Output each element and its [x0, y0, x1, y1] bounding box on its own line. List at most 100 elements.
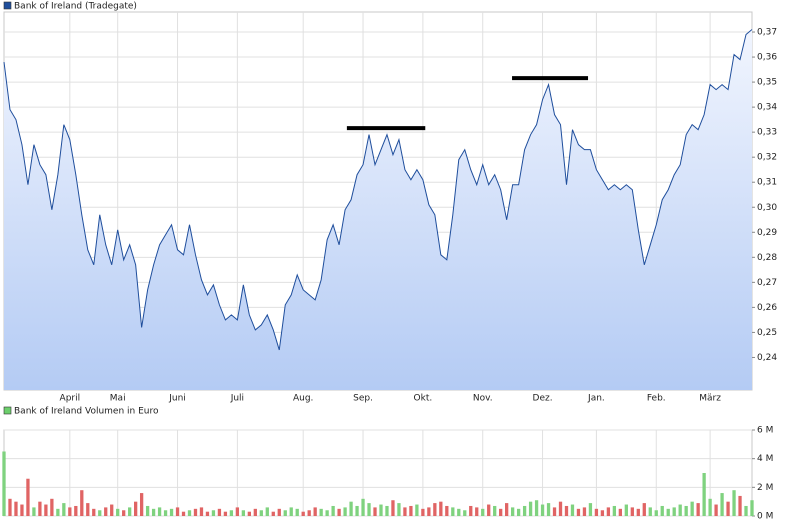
volume-bar — [2, 451, 6, 516]
volume-bar — [319, 508, 323, 516]
volume-bar — [56, 508, 60, 516]
volume-bar — [337, 508, 341, 516]
volume-bar — [32, 507, 36, 516]
y-tick-label: 6 M — [757, 426, 773, 436]
volume-bar — [199, 507, 204, 516]
volume-bar — [151, 508, 156, 516]
volume-bar — [175, 507, 180, 516]
volume-bar — [564, 505, 569, 516]
volume-bar — [421, 508, 425, 516]
volume-bar — [68, 507, 72, 516]
volume-bar — [576, 508, 581, 516]
x-tick-label: Feb. — [647, 394, 666, 404]
volume-bar — [38, 501, 42, 516]
volume-bar — [726, 501, 730, 516]
volume-bar — [325, 510, 329, 516]
volume-bar — [193, 508, 198, 516]
x-tick-label: Aug. — [293, 394, 313, 404]
volume-bar — [654, 510, 658, 516]
y-tick-label: 0 M — [757, 512, 773, 522]
volume-bar — [122, 510, 126, 516]
volume-bar — [540, 504, 545, 516]
volume-bar — [750, 500, 754, 516]
volume-bar — [732, 490, 736, 516]
volume-bar — [481, 508, 485, 516]
volume-bar — [708, 498, 712, 516]
volume-bar — [157, 507, 162, 516]
volume-bar — [672, 507, 676, 516]
volume-bar — [181, 511, 186, 516]
volume-bar — [391, 500, 395, 516]
x-tick-label: Juni — [168, 394, 186, 404]
volume-bar — [265, 507, 269, 516]
volume-bar — [475, 507, 479, 516]
volume-bar — [457, 508, 461, 516]
volume-bar — [217, 508, 222, 516]
volume-bar — [277, 508, 281, 516]
volume-bar — [744, 505, 748, 516]
volume-bar — [20, 504, 24, 516]
volume-bar — [349, 501, 353, 516]
x-tick-label: Sep. — [353, 394, 373, 404]
volume-bar — [666, 508, 670, 516]
volume-bar — [50, 498, 54, 516]
volume-bar — [702, 473, 706, 516]
volume-bar — [696, 503, 700, 516]
volume-bar — [463, 510, 467, 516]
volume-bar — [253, 508, 257, 516]
volume-bar — [247, 511, 251, 516]
x-tick-label: April — [60, 394, 81, 404]
volume-bar — [684, 505, 688, 516]
volume-bar — [14, 501, 18, 516]
volume-bar — [98, 510, 102, 516]
volume-bar — [493, 505, 497, 516]
volume-bar — [145, 505, 150, 516]
volume-bar — [451, 507, 455, 516]
volume-bar — [26, 478, 30, 516]
volume-bar — [624, 504, 628, 516]
volume-bar — [205, 511, 210, 516]
volume-bar — [660, 505, 664, 516]
y-tick-label: 0,34 — [757, 103, 777, 113]
volume-bar — [331, 505, 335, 516]
volume-bar — [648, 507, 652, 516]
volume-bar — [295, 508, 299, 516]
volume-bar — [343, 507, 347, 516]
volume-bar — [283, 510, 287, 516]
volume-bar — [415, 504, 419, 516]
volume-bar — [241, 510, 246, 516]
volume-bar — [110, 504, 114, 516]
volume-bar — [86, 503, 90, 516]
y-tick-label: 2 M — [757, 483, 773, 493]
volume-bar — [516, 508, 521, 516]
volume-bar — [271, 511, 275, 516]
volume-bar — [546, 503, 551, 516]
price-line — [3, 29, 753, 351]
y-tick-label: 0,28 — [757, 253, 777, 263]
volume-bar — [439, 501, 443, 516]
volume-bar — [373, 507, 377, 516]
volume-bar — [104, 507, 108, 516]
y-tick-label: 0,35 — [757, 78, 777, 88]
volume-bar — [588, 503, 593, 516]
y-tick-label: 0,29 — [757, 228, 777, 238]
volume-bar — [367, 503, 371, 516]
volume-bar — [499, 508, 503, 516]
y-tick-label: 0,30 — [757, 203, 777, 213]
y-tick-label: 0,37 — [757, 28, 777, 38]
volume-bar — [259, 510, 263, 516]
volume-bar — [642, 503, 646, 516]
volume-bar — [139, 493, 144, 516]
volume-bar — [8, 498, 12, 516]
volume-bar — [385, 505, 389, 516]
volume-bar — [397, 503, 401, 516]
legend-label: Bank of Ireland Volumen in Euro — [14, 407, 159, 417]
y-tick-label: 0,25 — [757, 328, 777, 338]
y-tick-label: 0,33 — [757, 128, 777, 138]
volume-bar — [409, 505, 413, 516]
volume-bar — [235, 507, 240, 516]
volume-bar — [128, 507, 132, 516]
legend-swatch — [3, 1, 12, 10]
legend-swatch — [3, 406, 12, 415]
volume-bar — [618, 508, 622, 516]
